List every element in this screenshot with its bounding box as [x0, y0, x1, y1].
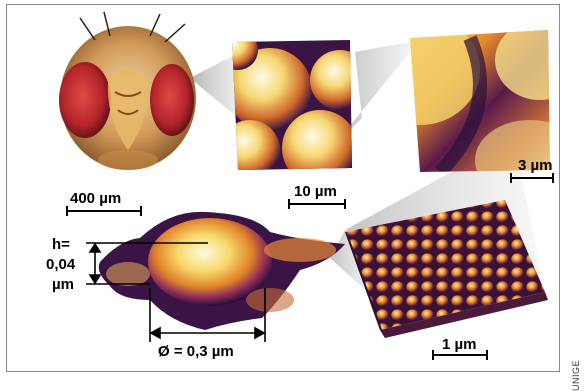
scale-label-eye-facets: 10 µm	[294, 183, 337, 200]
eye-facets-panel	[232, 40, 352, 170]
diameter-label: Ø = 0,3 µm	[158, 343, 234, 360]
scale-bar-eye-facets	[288, 199, 346, 209]
diameter-indicator	[149, 288, 266, 342]
zoom-cone-2	[330, 40, 420, 150]
scale-bar-nipple-array	[432, 350, 488, 360]
scale-bar-facet-surface	[510, 173, 554, 183]
nipple-surface	[98, 211, 345, 330]
scale-bar-fly-head	[66, 206, 142, 216]
figure-illustration	[59, 11, 550, 342]
scale-label-facet-surface: 3 µm	[518, 157, 553, 174]
facet-surface-panel	[410, 30, 550, 172]
height-label-line3: µm	[52, 276, 74, 293]
height-label-line1: h=	[52, 236, 70, 253]
scale-label-nipple-array: 1 µm	[442, 336, 477, 353]
fly-head-photo	[59, 11, 196, 170]
height-indicator	[86, 242, 208, 285]
nipple-array-panel	[345, 200, 548, 338]
scale-label-fly-head: 400 µm	[70, 190, 122, 207]
height-label-line2: 0,04	[46, 256, 76, 273]
